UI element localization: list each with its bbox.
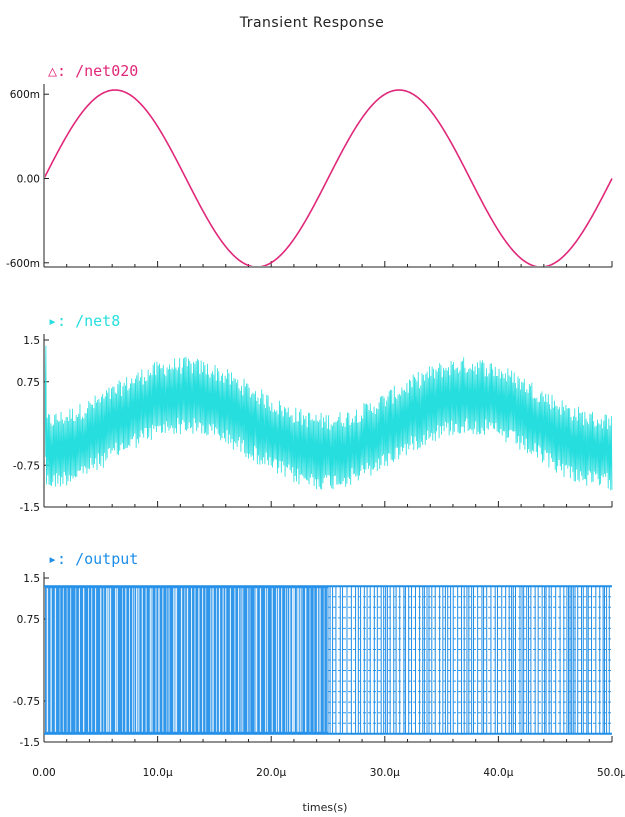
y-tick-label: 0.75 [17,377,40,389]
y-tick-label: 1.5 [23,573,40,585]
trace-label: ▸: /output [48,550,138,568]
panels: 600m 0.00 -600m △: /net020 1.5 0.75 -0.75 -1.5 ▸… [6,62,613,749]
x-axis-label: times(s) [303,801,348,814]
x-tick-label: 50.0µ [597,767,625,779]
y-tick-label: -1.5 [20,502,41,514]
x-tick-label: 40.0µ [483,767,513,779]
x-tick-label: 10.0µ [143,767,173,779]
panel-output: 1.5 0.75 -0.75 -1.5 ▸: /output [13,550,613,749]
panel-net8: 1.5 0.75 -0.75 -1.5 ▸: /net8 [13,312,613,514]
x-tick-label: 20.0µ [256,767,286,779]
chart-title: Transient Response [239,15,385,31]
trace-label: △: /net020 [48,62,138,80]
trace-label: ▸: /net8 [48,312,120,330]
x-tick-label: 30.0µ [370,767,400,779]
trace-line [45,89,613,266]
y-tick-label: 0.75 [17,614,40,626]
y-tick-label: -0.75 [13,696,40,708]
trace-line [45,345,613,491]
panel-net020: 600m 0.00 -600m △: /net020 [6,62,613,270]
y-tick-label: 1.5 [23,335,40,347]
y-tick-label: 0.00 [17,174,40,186]
y-tick-label: 600m [10,89,40,101]
y-tick-label: -600m [6,258,40,270]
x-axis-labels: 0.00 10.0µ 20.0µ 30.0µ 40.0µ 50.0µ [32,767,625,779]
x-tick-label: 0.00 [32,767,55,779]
y-tick-label: -0.75 [13,460,40,472]
y-tick-label: -1.5 [20,737,41,749]
